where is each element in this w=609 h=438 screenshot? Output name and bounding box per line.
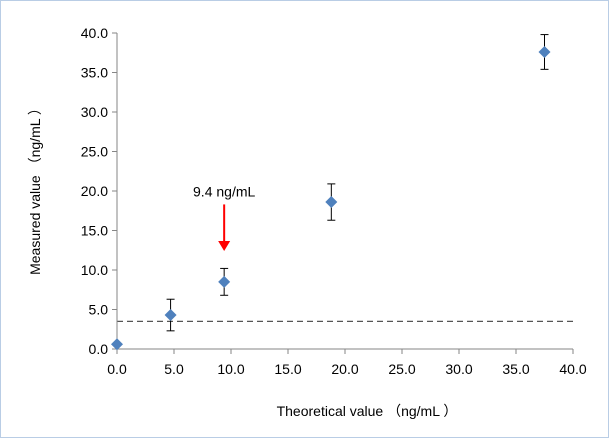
x-tick-label: 15.0 (274, 361, 301, 377)
data-point (538, 45, 551, 58)
y-tick-label: 40.0 (81, 25, 108, 41)
y-axis-title: Measured value （ng/mL ） (27, 101, 43, 275)
x-tick-label: 0.0 (107, 361, 127, 377)
x-tick-label: 5.0 (164, 361, 184, 377)
y-tick-label: 15.0 (81, 223, 108, 239)
y-tick-label: 30.0 (81, 104, 108, 120)
y-tick-label: 5.0 (89, 302, 109, 318)
y-tick-label: 25.0 (81, 144, 108, 160)
x-tick-label: 30.0 (445, 361, 472, 377)
y-tick-label: 35.0 (81, 65, 108, 81)
x-axis-title: Theoretical value （ng/mL ） (277, 403, 458, 419)
x-tick-label: 10.0 (217, 361, 244, 377)
x-tick-label: 25.0 (388, 361, 415, 377)
y-tick-label: 20.0 (81, 183, 108, 199)
data-point (111, 338, 123, 351)
y-tick-label: 0.0 (89, 341, 109, 357)
data-point (325, 196, 338, 209)
x-tick-label: 40.0 (559, 361, 586, 377)
y-tick-label: 10.0 (81, 262, 108, 278)
annotation-arrow-head (218, 241, 231, 252)
x-tick-label: 35.0 (502, 361, 529, 377)
annotation-label: 9.4 ng/mL (193, 184, 255, 200)
data-point (164, 309, 177, 322)
x-tick-label: 20.0 (331, 361, 358, 377)
data-point (218, 275, 231, 288)
